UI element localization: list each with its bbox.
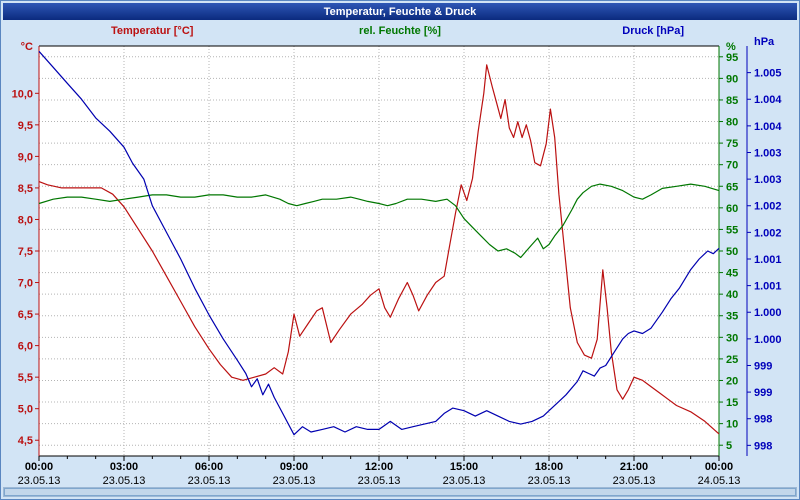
pressure-tick-label: 1.004	[754, 94, 782, 106]
humidity-tick-label: 55	[726, 224, 738, 236]
pressure-tick-label: 1.000	[754, 307, 782, 319]
humidity-tick-label: 35	[726, 311, 738, 323]
pressure-tick-label: 998	[754, 440, 772, 452]
scrollbar-thumb[interactable]	[4, 488, 796, 496]
temperature-tick-label: 8,5	[18, 183, 33, 195]
date-tick-label: 23.05.13	[188, 475, 231, 487]
pressure-tick-label: 1.000	[754, 334, 782, 346]
gridlines	[39, 46, 719, 456]
temperature-tick-label: 5,5	[18, 372, 33, 384]
humidity-tick-label: 45	[726, 268, 738, 280]
temperature-tick-label: 7,5	[18, 246, 33, 258]
temperature-series	[38, 64, 720, 435]
date-tick-label: 23.05.13	[358, 475, 401, 487]
pressure-tick-label: 1.002	[754, 201, 782, 213]
humidity-tick-label: 70	[726, 160, 738, 172]
horizontal-scrollbar[interactable]	[3, 487, 797, 497]
temperature-unit-label: °C	[21, 41, 33, 53]
temperature-tick-label: 7,0	[18, 278, 33, 290]
temperature-tick-label: 5,0	[18, 404, 33, 416]
date-tick-label: 23.05.13	[18, 475, 61, 487]
window-title: Temperatur, Feuchte & Druck	[323, 5, 477, 18]
pressure-tick-label: 1.001	[754, 254, 782, 266]
humidity-tick-label: 30	[726, 332, 738, 344]
humidity-tick-label: 75	[726, 138, 738, 150]
pressure-series	[38, 50, 720, 436]
time-tick-label: 06:00	[195, 461, 223, 473]
humidity-tick-label: 80	[726, 117, 738, 129]
humidity-tick-label: 60	[726, 203, 738, 215]
date-tick-label: 23.05.13	[443, 475, 486, 487]
temperature-tick-label: 9,0	[18, 151, 33, 163]
temperature-axis: 10,0 9,5 9,0 8,5 8,0 7,5 7,0 6,5 6,0 5,5 5,0 4,5 °C	[12, 41, 39, 447]
humidity-tick-label: 20	[726, 375, 738, 387]
temperature-tick-label: 6,0	[18, 341, 33, 353]
date-tick-label: 24.05.13	[698, 475, 741, 487]
pressure-tick-label: 1.003	[754, 174, 782, 186]
temperature-tick-label: 9,5	[18, 120, 33, 132]
humidity-axis-title: rel. Feuchte [%]	[359, 25, 441, 37]
pressure-tick-label: 1.003	[754, 147, 782, 159]
pressure-tick-label: 1.005	[754, 68, 782, 80]
pressure-tick-label: 1.001	[754, 281, 782, 293]
time-tick-label: 00:00	[25, 461, 53, 473]
pressure-tick-label: 1.002	[754, 227, 782, 239]
temperature-tick-label: 8,0	[18, 214, 33, 226]
humidity-tick-label: 85	[726, 95, 738, 107]
time-tick-label: 15:00	[450, 461, 478, 473]
pressure-tick-label: 1.004	[754, 121, 782, 133]
pressure-axis-title: Druck [hPa]	[622, 25, 684, 37]
legend-row: Temperatur [°C] rel. Feuchte [%] Druck […	[1, 25, 799, 39]
humidity-series	[38, 183, 720, 259]
time-tick-label: 18:00	[535, 461, 563, 473]
pressure-tick-label: 999	[754, 360, 772, 372]
humidity-tick-label: 40	[726, 289, 738, 301]
humidity-tick-label: 65	[726, 181, 738, 193]
date-tick-label: 23.05.13	[103, 475, 146, 487]
time-tick-label: 03:00	[110, 461, 138, 473]
time-tick-label: 00:00	[705, 461, 733, 473]
humidity-tick-label: 90	[726, 73, 738, 85]
time-axis: 00:00 23.05.13 03:00 23.05.13 06:00 23.05.13 0…	[18, 456, 741, 487]
pressure-unit-label: hPa	[754, 36, 775, 48]
humidity-tick-label: 5	[726, 440, 732, 452]
date-tick-label: 23.05.13	[528, 475, 571, 487]
title-bar: Temperatur, Feuchte & Druck	[3, 3, 797, 20]
humidity-tick-label: 25	[726, 354, 738, 366]
time-tick-label: 21:00	[620, 461, 648, 473]
humidity-unit-label: %	[726, 41, 736, 53]
humidity-tick-label: 95	[726, 52, 738, 64]
humidity-axis: 95 90 85 80 75 70 65 60 55 50 45 40 35 30 25 20 15 10 5%	[719, 41, 738, 452]
pressure-tick-label: 998	[754, 414, 772, 426]
humidity-tick-label: 50	[726, 246, 738, 258]
pressure-tick-label: 999	[754, 387, 772, 399]
temperature-axis-title: Temperatur [°C]	[111, 25, 194, 37]
temperature-tick-label: 4,5	[18, 435, 33, 447]
temperature-tick-label: 6,5	[18, 309, 33, 321]
date-tick-label: 23.05.13	[613, 475, 656, 487]
chart-canvas[interactable]: 10,0 9,5 9,0 8,5 8,0 7,5 7,0 6,5 6,0 5,5 5,0 4,5 °C 9…	[1, 1, 800, 489]
pressure-axis: 1.005 1.004 1.004 1.003 1.003 1.002 1.002 1.001…	[747, 36, 782, 452]
humidity-tick-label: 15	[726, 397, 738, 409]
time-tick-label: 09:00	[280, 461, 308, 473]
time-tick-label: 12:00	[365, 461, 393, 473]
humidity-tick-label: 10	[726, 419, 738, 431]
temperature-tick-label: 10,0	[12, 88, 33, 100]
date-tick-label: 23.05.13	[273, 475, 316, 487]
